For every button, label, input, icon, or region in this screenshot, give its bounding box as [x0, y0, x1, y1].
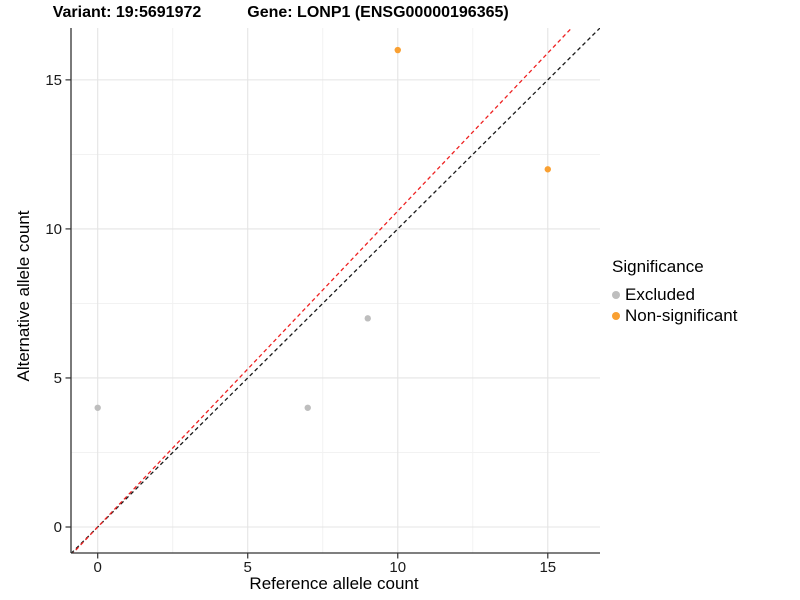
x-tick-label: 15	[539, 559, 556, 576]
data-point-non-significant	[394, 46, 401, 54]
data-point-excluded	[364, 315, 371, 322]
excluded-point-icon	[612, 290, 620, 299]
x-tick-label: 0	[94, 559, 102, 576]
data-point-excluded	[94, 404, 101, 411]
legend-label-excluded: Excluded	[625, 284, 695, 304]
y-axis-title: Alternative allele count	[14, 210, 33, 382]
x-tick-label: 10	[389, 559, 406, 576]
non-significant-point-icon	[612, 311, 620, 320]
x-axis-title: Reference allele count	[249, 574, 419, 593]
legend-item-non-significant: Non-significant	[612, 305, 737, 326]
y-tick-label: 5	[54, 370, 62, 387]
identity-line	[71, 28, 600, 553]
legend-title: Significance	[612, 257, 704, 276]
y-tick-label: 10	[45, 221, 62, 238]
y-tick-label: 15	[45, 72, 62, 89]
y-tick-label: 0	[54, 519, 62, 536]
legend-item-excluded: Excluded	[612, 284, 737, 305]
gene-title: Gene: LONP1 (ENSG00000196365)	[247, 4, 509, 21]
fitted-line	[72, 28, 573, 553]
legend: Significance Excluded Non-significant	[612, 257, 737, 326]
data-point-excluded	[304, 404, 311, 411]
legend-label-non-significant: Non-significant	[625, 305, 738, 325]
x-tick-label: 5	[244, 559, 252, 576]
data-point-non-significant	[544, 166, 551, 173]
variant-title: Variant: 19:5691972	[52, 4, 202, 21]
